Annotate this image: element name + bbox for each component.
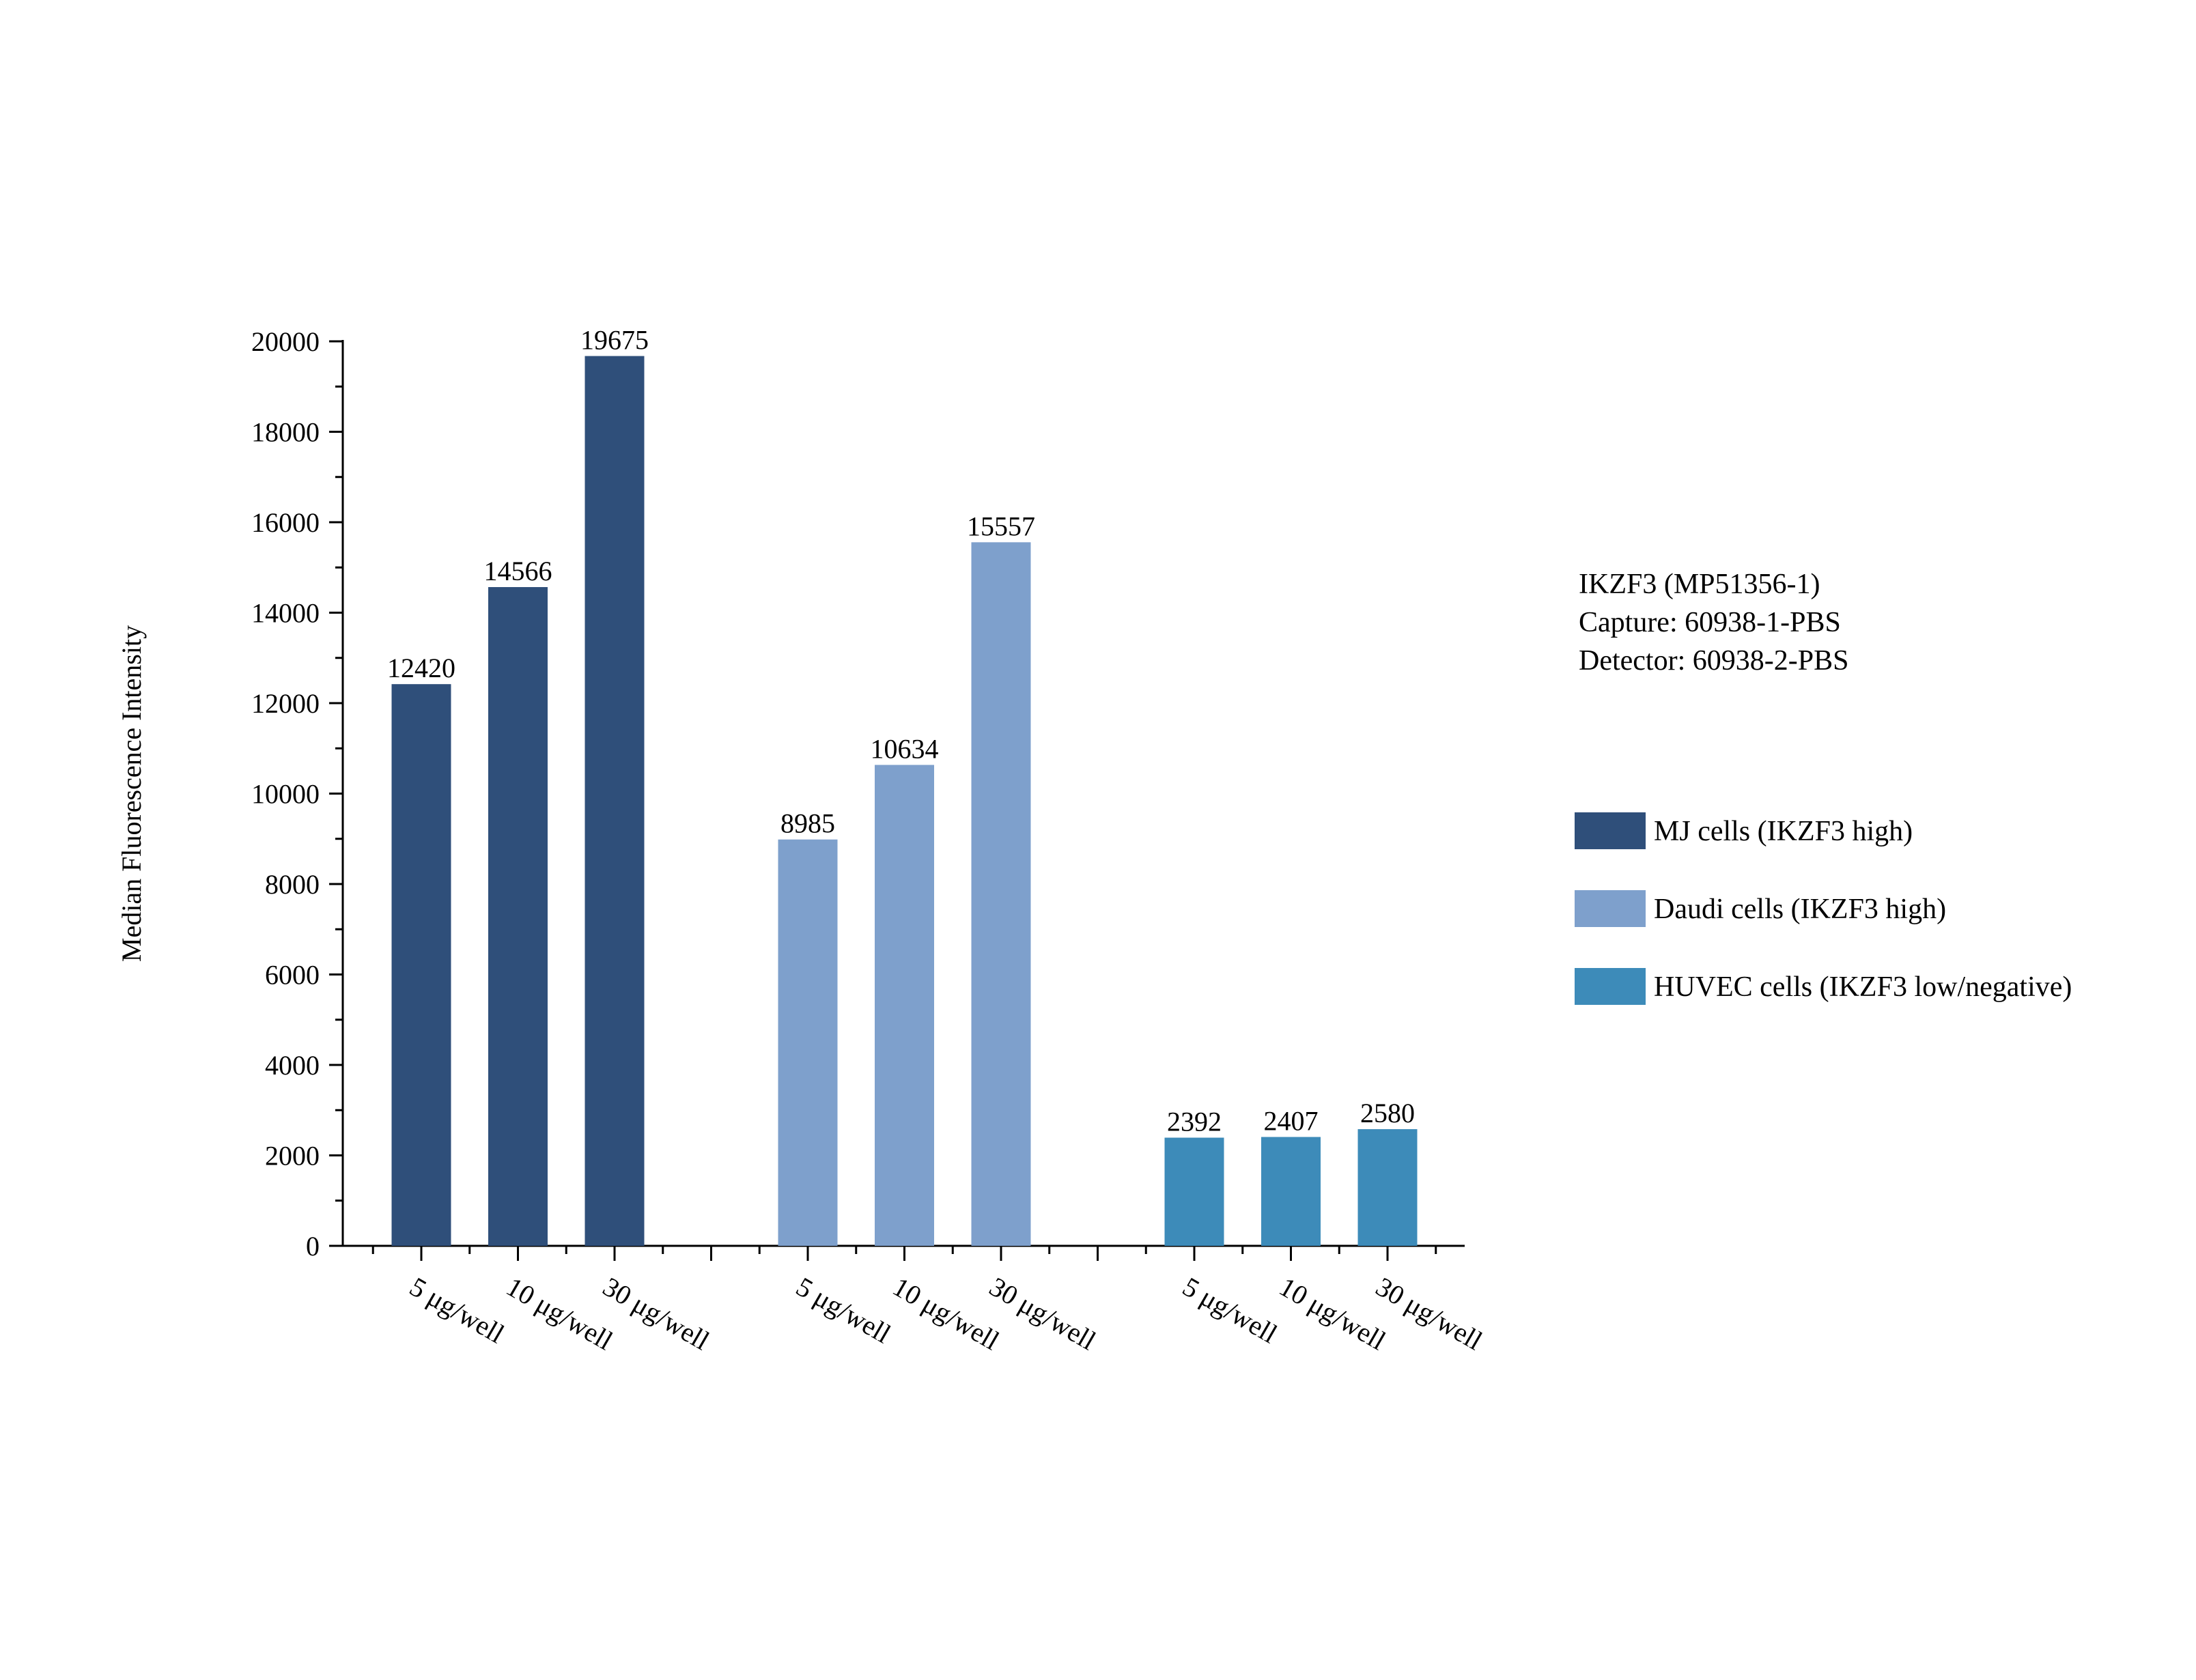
y-tick-label: 10000 bbox=[251, 779, 320, 810]
y-tick-label: 20000 bbox=[251, 326, 320, 357]
y-tick-label: 4000 bbox=[265, 1050, 320, 1081]
y-tick-label: 2000 bbox=[265, 1141, 320, 1171]
x-tick-label: 10 μg/well bbox=[501, 1271, 618, 1356]
y-tick-label: 6000 bbox=[265, 960, 320, 991]
chart-annotation: IKZF3 (MP51356-1) Capture: 60938-1-PBS D… bbox=[1579, 565, 1848, 680]
bar-2-3 bbox=[971, 542, 1031, 1246]
legend-label-mj: MJ cells (IKZF3 high) bbox=[1654, 816, 1913, 847]
bar-3-1 bbox=[1164, 1137, 1224, 1246]
legend-swatch-huvec bbox=[1575, 968, 1646, 1005]
y-tick-label: 14000 bbox=[251, 598, 320, 629]
bar-1-3 bbox=[585, 356, 645, 1246]
x-tick-label: 30 μg/well bbox=[985, 1271, 1101, 1356]
y-tick-label: 16000 bbox=[251, 507, 320, 538]
bar-2-2 bbox=[875, 765, 934, 1246]
x-tick-label: 10 μg/well bbox=[1274, 1271, 1391, 1356]
bar-value-label: 2580 bbox=[1360, 1098, 1415, 1128]
y-tick-label: 8000 bbox=[265, 869, 320, 900]
x-tick-label: 5 μg/well bbox=[405, 1271, 510, 1350]
legend-swatch-daudi bbox=[1575, 890, 1646, 927]
annotation-line-1: IKZF3 (MP51356-1) bbox=[1579, 569, 1820, 600]
x-tick-label: 5 μg/well bbox=[791, 1271, 897, 1350]
x-tick-label: 10 μg/well bbox=[888, 1271, 1004, 1356]
legend-label-huvec: HUVEC cells (IKZF3 low/negative) bbox=[1654, 971, 2072, 1003]
bar-2-1 bbox=[778, 839, 838, 1246]
y-tick-label: 12000 bbox=[251, 688, 320, 719]
bar-3-3 bbox=[1357, 1129, 1418, 1246]
y-axis-title: Median Fluorescence Intensity bbox=[116, 625, 147, 962]
x-tick-label: 5 μg/well bbox=[1178, 1271, 1283, 1350]
bar-3-2 bbox=[1261, 1137, 1321, 1246]
x-tick-label: 30 μg/well bbox=[598, 1271, 715, 1356]
bar-value-label: 15557 bbox=[967, 511, 1035, 541]
bar-value-label: 10634 bbox=[871, 733, 939, 764]
x-tick-label: 30 μg/well bbox=[1371, 1271, 1488, 1356]
bar-value-label: 12420 bbox=[387, 653, 455, 683]
y-tick-label: 18000 bbox=[251, 417, 320, 448]
bar-value-label: 2392 bbox=[1167, 1107, 1222, 1137]
bar-1-2 bbox=[488, 587, 548, 1246]
bar-value-label: 19675 bbox=[580, 325, 649, 356]
annotation-line-2: Capture: 60938-1-PBS bbox=[1579, 607, 1841, 638]
bar-value-label: 14566 bbox=[484, 556, 552, 586]
bar-1-1 bbox=[391, 684, 451, 1246]
bar-value-label: 2407 bbox=[1264, 1106, 1319, 1137]
legend-label-daudi: Daudi cells (IKZF3 high) bbox=[1654, 894, 1947, 925]
legend-swatch-mj bbox=[1575, 812, 1646, 849]
y-tick-label: 0 bbox=[306, 1231, 320, 1262]
annotation-line-3: Detector: 60938-2-PBS bbox=[1579, 645, 1849, 677]
bar-value-label: 8985 bbox=[780, 808, 835, 839]
